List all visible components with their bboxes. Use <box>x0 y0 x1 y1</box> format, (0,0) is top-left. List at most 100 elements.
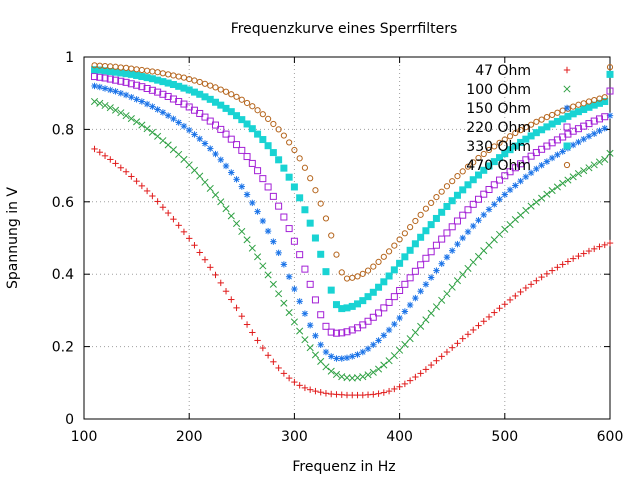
data-point <box>396 259 404 267</box>
data-point <box>143 100 151 108</box>
data-point <box>322 363 330 371</box>
series-150-ohm <box>91 82 614 362</box>
data-point <box>527 202 535 210</box>
data-point <box>359 270 366 277</box>
data-point <box>143 84 151 92</box>
data-point <box>454 172 461 180</box>
legend-label: 220 Ohm <box>466 120 531 136</box>
data-point <box>212 150 219 158</box>
data-point <box>133 118 141 126</box>
data-point <box>464 331 472 338</box>
data-point <box>180 84 188 92</box>
data-point <box>290 318 298 326</box>
data-point <box>222 205 230 213</box>
data-point <box>264 227 272 235</box>
data-point <box>338 329 346 337</box>
data-point <box>275 290 283 298</box>
data-point <box>364 371 372 379</box>
data-point <box>301 336 309 344</box>
data-point <box>138 98 146 105</box>
data-point <box>322 322 330 330</box>
data-point <box>333 355 340 362</box>
data-point <box>406 335 414 343</box>
data-point <box>138 73 146 81</box>
data-point <box>269 280 277 288</box>
data-point <box>112 76 120 84</box>
data-point <box>159 109 167 116</box>
data-point <box>512 129 519 137</box>
data-point <box>480 150 487 158</box>
data-point <box>496 139 503 146</box>
data-point <box>301 265 309 273</box>
data-point <box>411 267 419 275</box>
data-point <box>569 173 577 181</box>
data-point <box>270 120 277 128</box>
y-tick-label: 0.4 <box>52 267 74 283</box>
data-point <box>317 341 324 348</box>
data-point <box>196 172 204 180</box>
data-point <box>338 269 345 276</box>
data-point <box>222 130 230 138</box>
data-point <box>217 101 225 109</box>
data-point <box>538 116 545 123</box>
data-point <box>364 267 372 274</box>
data-point <box>517 138 525 146</box>
data-point <box>585 247 593 255</box>
data-point <box>427 361 435 369</box>
data-point <box>517 177 524 185</box>
data-point <box>606 149 614 157</box>
data-point <box>485 162 493 170</box>
data-point <box>464 181 472 189</box>
data-point <box>249 329 256 336</box>
data-point <box>306 280 314 288</box>
data-point <box>133 81 141 89</box>
data-point <box>522 124 529 131</box>
data-point <box>243 153 251 161</box>
data-point <box>359 321 367 329</box>
data-point <box>238 183 245 190</box>
data-point <box>543 270 551 278</box>
data-point <box>491 309 498 316</box>
data-point <box>375 365 383 373</box>
data-point <box>449 344 456 351</box>
data-point <box>290 183 298 191</box>
data-point <box>585 98 593 105</box>
data-point <box>112 68 120 76</box>
data-point <box>538 194 546 202</box>
data-point <box>559 115 567 123</box>
data-point <box>312 387 319 395</box>
data-point <box>296 194 304 202</box>
data-point <box>432 241 440 249</box>
data-point <box>144 67 151 74</box>
data-point <box>201 178 209 186</box>
data-point <box>432 214 440 222</box>
data-point <box>590 161 598 169</box>
x-axis-label: Frequenz in Hz <box>292 459 395 475</box>
data-point <box>190 88 198 96</box>
x-tick-label: 500 <box>491 429 518 445</box>
data-point <box>475 195 482 203</box>
data-point <box>522 135 530 143</box>
data-point <box>522 206 530 215</box>
legend-label: 470 Ohm <box>466 158 531 174</box>
data-point <box>269 192 277 200</box>
data-point <box>327 367 335 375</box>
data-point <box>343 328 351 336</box>
data-point <box>385 248 393 255</box>
data-point <box>222 88 230 95</box>
data-point <box>364 345 372 352</box>
legend-label: 47 Ohm <box>475 63 531 79</box>
data-point <box>128 65 135 72</box>
data-point <box>496 196 503 203</box>
data-point <box>501 136 508 143</box>
data-point <box>280 132 287 139</box>
data-point <box>311 351 319 359</box>
data-point <box>285 273 293 280</box>
data-point <box>259 344 267 352</box>
data-point <box>280 164 288 172</box>
data-point <box>138 66 145 74</box>
data-point <box>243 120 251 128</box>
data-point <box>343 275 351 282</box>
data-point <box>443 253 451 261</box>
data-point <box>91 73 99 81</box>
